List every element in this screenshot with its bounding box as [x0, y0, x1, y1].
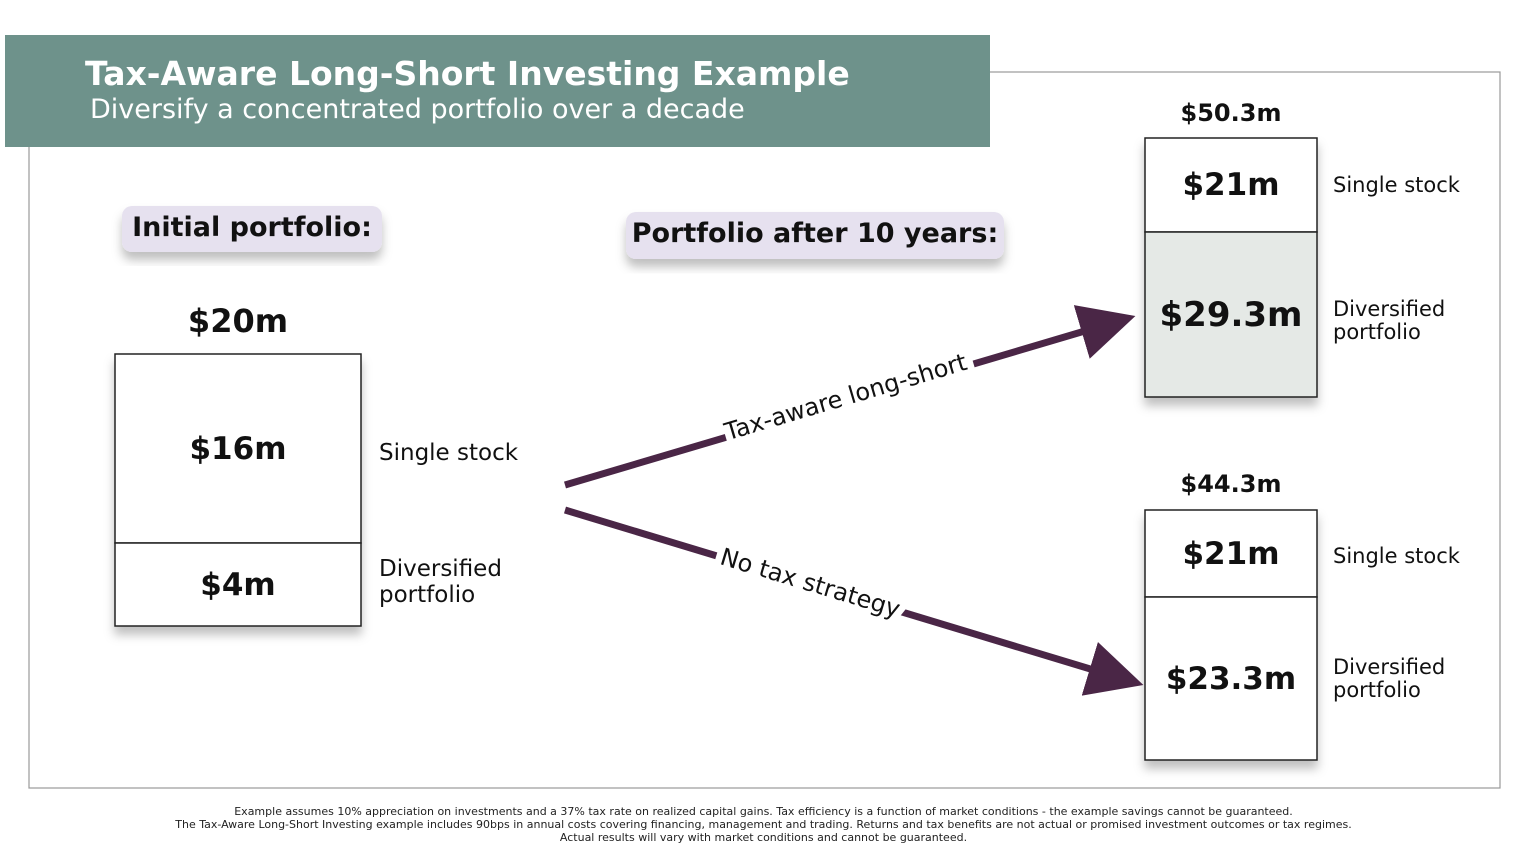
box [1144, 596, 1318, 761]
box [114, 353, 362, 544]
value: $23.3m [1165, 660, 1297, 697]
total: $50.3m [1180, 99, 1282, 127]
subtitle: Diversify a concentrated portfolio over … [90, 94, 745, 125]
heading: Initial portfolio: [132, 212, 372, 243]
value: $16m [189, 430, 287, 467]
label: Single stock [379, 440, 519, 466]
value: $21m [1182, 535, 1280, 572]
box [1144, 231, 1318, 398]
arrow [563, 506, 1144, 696]
top-stack [1144, 137, 1318, 398]
heading-pill [122, 206, 382, 252]
label: Diversified portfolio [1333, 297, 1446, 344]
box [114, 542, 362, 627]
footnote: Example assumes 10% appreciation on inve… [234, 805, 1293, 818]
header-band [5, 35, 990, 147]
total: $44.3m [1180, 470, 1282, 498]
title: Tax-Aware Long-Short Investing Example [85, 54, 850, 93]
box [1144, 137, 1318, 233]
label: Single stock [1333, 173, 1460, 197]
label: Diversified portfolio [1333, 655, 1446, 702]
initial-stack [114, 353, 362, 627]
heading-pill [626, 212, 1004, 259]
box [1144, 509, 1318, 598]
footnote: The Tax-Aware Long-Short Investing examp… [175, 818, 1352, 831]
total: $20m [187, 302, 289, 340]
value: $21m [1182, 167, 1280, 203]
label: Diversified portfolio [379, 556, 502, 608]
value: $29.3m [1159, 294, 1303, 335]
bottom-stack [1144, 509, 1318, 761]
label: Single stock [1333, 544, 1460, 568]
heading: Portfolio after 10 years: [631, 218, 999, 249]
footnote: Actual results will vary with market con… [559, 831, 968, 844]
value: $4m [200, 566, 276, 603]
arrow [564, 305, 1136, 489]
